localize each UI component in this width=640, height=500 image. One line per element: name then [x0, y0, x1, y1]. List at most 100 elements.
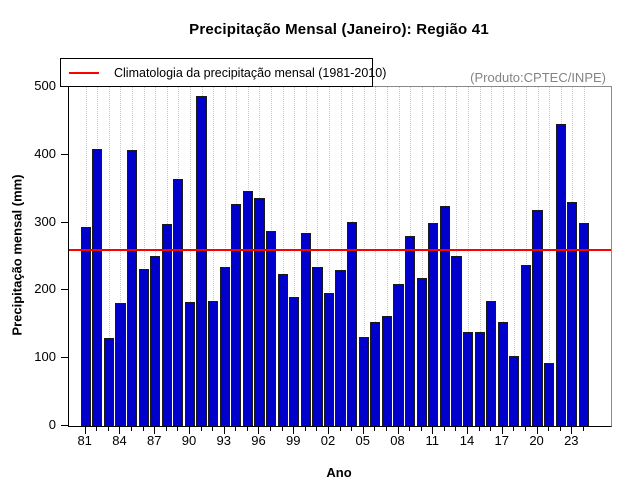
- year-gridline: [386, 87, 388, 426]
- product-note: (Produto:CPTEC/INPE): [470, 70, 606, 85]
- bar-1983: [103, 337, 114, 426]
- x-tick: [362, 427, 364, 434]
- x-tick: [374, 427, 376, 431]
- y-tick-label: 400: [34, 145, 56, 161]
- x-tick: [513, 427, 515, 431]
- x-tick: [223, 427, 225, 434]
- x-tick: [200, 427, 202, 431]
- bar-1985: [126, 150, 138, 426]
- bar-2004: [347, 221, 358, 426]
- bar-2020: [532, 210, 543, 426]
- bar-2015: [474, 331, 485, 426]
- bar-2005: [358, 337, 369, 426]
- bar-2009: [405, 236, 416, 426]
- x-tick-label: 08: [390, 433, 405, 448]
- year-gridline: [549, 87, 551, 426]
- bar-1992: [208, 300, 219, 426]
- x-tick: [351, 427, 353, 431]
- year-gridline: [189, 87, 191, 426]
- bar-2019: [520, 265, 532, 426]
- year-gridline: [525, 87, 527, 426]
- y-tick: [61, 425, 68, 426]
- bar-2014: [462, 332, 474, 426]
- climatology-legend: Climatologia da precipitação mensal (198…: [60, 58, 386, 87]
- y-tick-label: 100: [34, 349, 56, 365]
- x-tick-label: 20: [529, 433, 544, 448]
- year-gridline: [421, 87, 423, 426]
- x-tick: [84, 427, 86, 434]
- bar-2006: [370, 321, 381, 426]
- chart-title: Precipitação Mensal (Janeiro): Região 41: [189, 21, 489, 38]
- x-tick: [96, 427, 98, 431]
- year-gridline: [398, 87, 400, 426]
- legend-label: Climatologia da precipitação mensal (198…: [114, 65, 387, 80]
- year-gridline: [479, 87, 481, 426]
- x-tick: [559, 427, 561, 431]
- climatology-line: [69, 249, 611, 252]
- bar-2008: [393, 283, 404, 426]
- x-tick: [293, 427, 295, 434]
- x-tick: [397, 427, 399, 434]
- year-gridline: [514, 87, 516, 426]
- bar-1987: [150, 255, 161, 426]
- year-gridline: [468, 87, 470, 426]
- x-tick: [131, 427, 133, 431]
- bar-2012: [439, 205, 450, 426]
- bar-1994: [231, 204, 242, 426]
- year-gridline: [329, 87, 330, 426]
- x-tick-label: 17: [494, 433, 510, 448]
- bar-1986: [138, 269, 149, 426]
- x-tick: [154, 427, 156, 434]
- year-gridline: [120, 87, 122, 426]
- bar-1989: [173, 178, 184, 426]
- year-gridline: [224, 87, 226, 426]
- x-tick: [304, 427, 306, 431]
- x-tick: [420, 427, 422, 431]
- y-tick: [61, 357, 68, 359]
- legend-line-swatch: [69, 71, 99, 74]
- x-tick: [501, 427, 503, 434]
- x-tick: [165, 427, 167, 431]
- bar-2003: [335, 270, 346, 426]
- x-tick: [212, 427, 214, 431]
- x-tick-label: 14: [459, 433, 475, 448]
- year-gridline: [340, 87, 342, 426]
- x-tick: [582, 427, 584, 431]
- bar-1996: [254, 197, 265, 426]
- bar-2011: [428, 223, 439, 426]
- x-tick: [548, 427, 550, 431]
- x-tick: [385, 427, 387, 431]
- x-tick: [281, 427, 283, 431]
- bar-2013: [451, 255, 462, 426]
- y-tick-label: 500: [34, 78, 56, 93]
- x-tick: [490, 427, 492, 431]
- bar-2000: [300, 232, 311, 426]
- bar-1984: [115, 303, 126, 426]
- bar-2017: [497, 321, 508, 426]
- x-tick-label: 02: [320, 433, 336, 448]
- x-tick: [328, 427, 329, 434]
- year-gridline: [317, 87, 319, 426]
- year-gridline: [282, 87, 284, 426]
- y-tick-label: 0: [48, 417, 56, 432]
- x-tick: [339, 427, 341, 431]
- bar-2021: [544, 362, 555, 426]
- x-tick: [524, 427, 526, 431]
- bar-1988: [161, 223, 172, 426]
- x-tick: [455, 427, 457, 431]
- bar-2022: [555, 123, 566, 426]
- bar-1997: [265, 231, 277, 426]
- year-gridline: [294, 87, 296, 426]
- x-tick: [432, 427, 434, 434]
- bar-1990: [184, 301, 196, 426]
- x-tick: [246, 427, 248, 431]
- x-axis-label: Ano: [326, 465, 352, 480]
- y-tick-label: 200: [34, 281, 56, 297]
- x-tick: [409, 427, 411, 431]
- x-tick: [443, 427, 445, 431]
- bar-1995: [242, 190, 253, 426]
- x-tick: [270, 427, 272, 431]
- y-axis-label: Precipitação mensal (mm): [9, 174, 25, 336]
- bar-2002: [323, 293, 335, 426]
